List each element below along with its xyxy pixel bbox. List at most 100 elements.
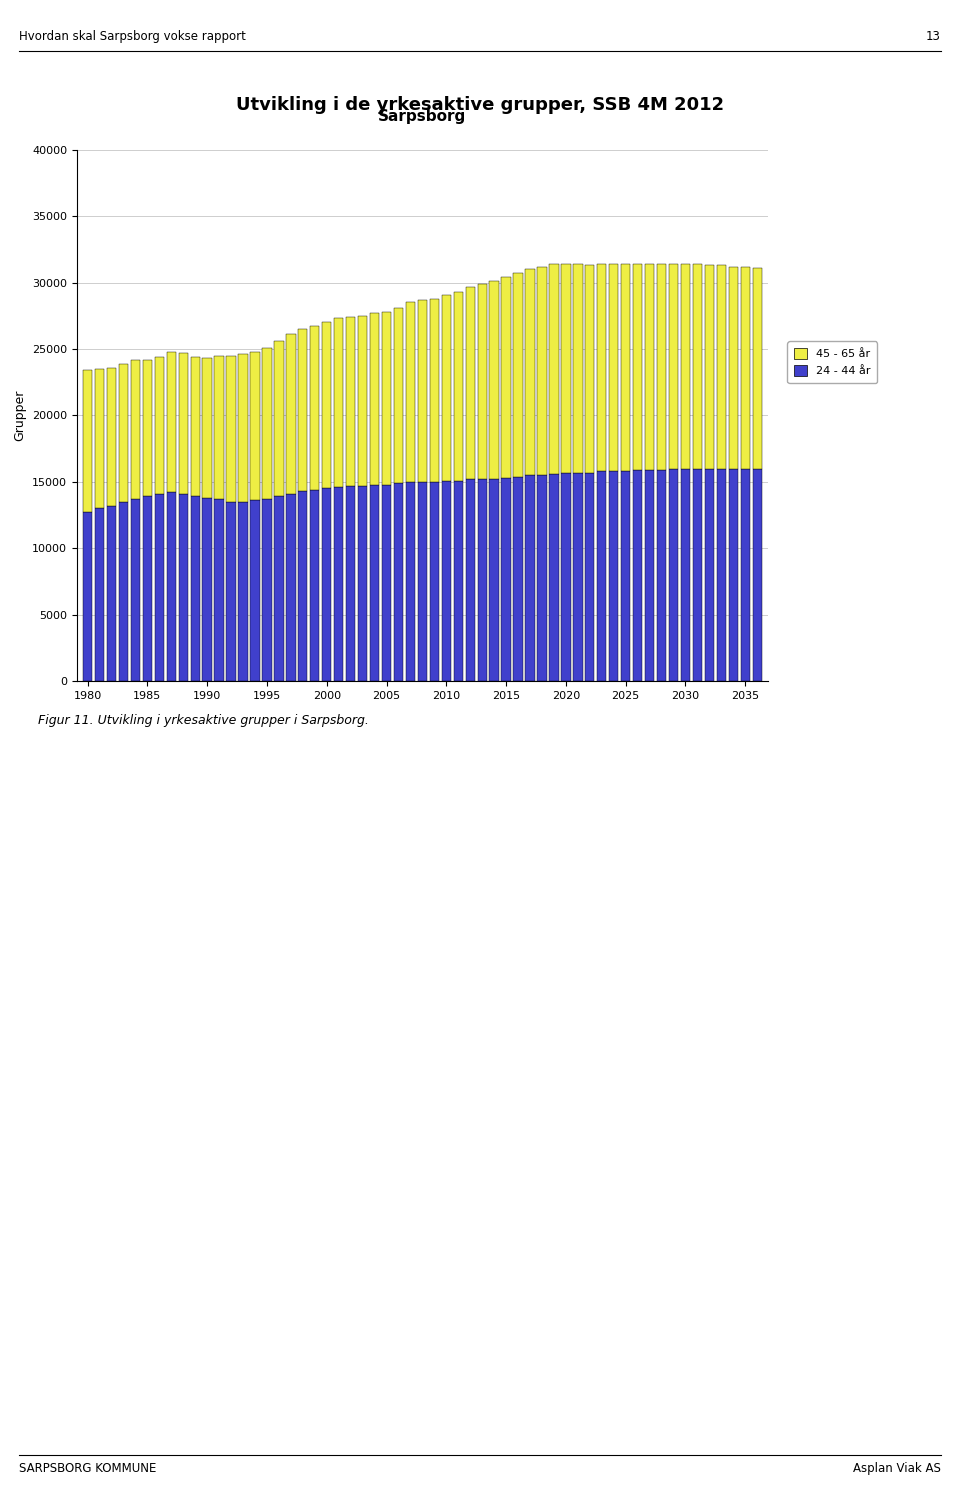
Bar — [262, 499, 272, 681]
Bar — [418, 299, 427, 482]
Bar — [190, 497, 200, 681]
Bar — [490, 281, 499, 479]
Bar — [705, 265, 714, 469]
Bar — [645, 470, 655, 681]
Bar — [119, 501, 128, 681]
Text: SARPSBORG KOMMUNE: SARPSBORG KOMMUNE — [19, 1461, 156, 1475]
Bar — [549, 263, 559, 475]
Bar — [358, 487, 368, 681]
Text: Sarpsborg: Sarpsborg — [378, 109, 467, 124]
Bar — [155, 494, 164, 681]
Bar — [454, 292, 463, 481]
Bar — [586, 265, 594, 473]
Bar — [143, 497, 152, 681]
Bar — [370, 313, 379, 485]
Bar — [155, 356, 164, 494]
Bar — [286, 494, 296, 681]
Bar — [346, 487, 355, 681]
Bar — [514, 274, 523, 476]
Bar — [394, 484, 403, 681]
Bar — [251, 352, 259, 500]
Bar — [729, 266, 738, 469]
Bar — [143, 359, 152, 497]
Bar — [275, 497, 283, 681]
Bar — [538, 266, 546, 475]
Bar — [525, 475, 535, 681]
Bar — [514, 476, 523, 681]
Bar — [633, 263, 642, 470]
Bar — [657, 263, 666, 470]
Bar — [717, 265, 726, 469]
Bar — [95, 509, 105, 681]
Bar — [597, 263, 607, 472]
Bar — [609, 472, 618, 681]
Bar — [406, 302, 415, 482]
Bar — [477, 479, 487, 681]
Bar — [238, 501, 248, 681]
Bar — [442, 481, 451, 681]
Bar — [454, 481, 463, 681]
Bar — [238, 355, 248, 501]
Bar — [179, 353, 188, 494]
Bar — [490, 479, 499, 681]
Bar — [633, 470, 642, 681]
Bar — [275, 341, 283, 497]
Bar — [299, 329, 307, 491]
Bar — [203, 499, 212, 681]
Bar — [119, 364, 128, 501]
Bar — [501, 277, 511, 478]
Bar — [597, 472, 607, 681]
Bar — [430, 298, 439, 482]
Bar — [322, 488, 331, 681]
Bar — [214, 356, 224, 499]
Legend: 45 - 65 år, 24 - 44 år: 45 - 65 år, 24 - 44 år — [787, 341, 877, 383]
Bar — [693, 469, 702, 681]
Bar — [477, 284, 487, 479]
Bar — [681, 263, 690, 469]
Text: 13: 13 — [926, 30, 941, 43]
Bar — [693, 263, 702, 469]
Bar — [657, 470, 666, 681]
Text: Utvikling i de yrkesaktive grupper, SSB 4M 2012: Utvikling i de yrkesaktive grupper, SSB … — [236, 96, 724, 114]
Bar — [549, 475, 559, 681]
Bar — [394, 308, 403, 484]
Bar — [538, 475, 546, 681]
Bar — [131, 499, 140, 681]
Bar — [310, 490, 320, 681]
Bar — [322, 322, 331, 488]
Bar — [740, 469, 750, 681]
Bar — [107, 368, 116, 506]
Bar — [645, 263, 655, 470]
Bar — [167, 493, 176, 681]
Bar — [382, 485, 391, 681]
Bar — [562, 473, 570, 681]
Bar — [179, 494, 188, 681]
Bar — [621, 263, 631, 472]
Bar — [573, 263, 583, 473]
Bar — [83, 370, 92, 512]
Bar — [214, 499, 224, 681]
Bar — [442, 295, 451, 481]
Bar — [334, 319, 344, 487]
Bar — [466, 286, 475, 479]
Text: Figur 11. Utvikling i yrkesaktive grupper i Sarpsborg.: Figur 11. Utvikling i yrkesaktive gruppe… — [38, 714, 370, 728]
Bar — [203, 358, 212, 499]
Bar — [227, 501, 236, 681]
Bar — [346, 317, 355, 487]
Bar — [501, 478, 511, 681]
Bar — [753, 469, 762, 681]
Bar — [83, 512, 92, 681]
Bar — [382, 311, 391, 485]
Bar — [717, 469, 726, 681]
Bar — [95, 368, 105, 509]
Bar — [669, 263, 678, 469]
Bar — [262, 347, 272, 499]
Bar — [669, 469, 678, 681]
Bar — [190, 356, 200, 497]
Bar — [573, 473, 583, 681]
Bar — [251, 500, 259, 681]
Text: Asplan Viak AS: Asplan Viak AS — [852, 1461, 941, 1475]
Bar — [167, 352, 176, 493]
Bar — [299, 491, 307, 681]
Bar — [609, 263, 618, 472]
